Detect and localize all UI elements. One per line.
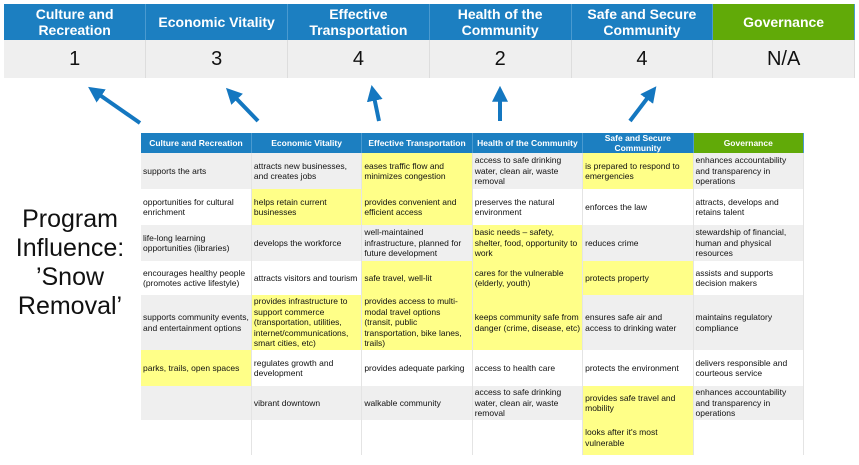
table-cell: access to safe drinking water, clean air… [472, 386, 584, 420]
table-cell: is prepared to respond to emergencies [582, 153, 694, 189]
table-cell: provides convenient and efficient access [361, 189, 473, 225]
table-cell [251, 420, 363, 455]
table-cell: cares for the vulnerable (elderly, youth… [472, 261, 584, 295]
table-cell: safe travel, well-lit [361, 261, 473, 295]
table-row: life-long learning opportunities (librar… [141, 225, 805, 261]
table-cell: stewardship of financial, human and phys… [693, 225, 805, 261]
table-cell: well-maintained infrastructure, planned … [361, 225, 473, 261]
table-cell: supports the arts [141, 153, 252, 189]
table-cell: enforces the law [582, 189, 694, 225]
table-row: opportunities for cultural enrichment hel… [141, 189, 805, 225]
table-cell: opportunities for cultural enrichment [141, 189, 252, 225]
criteria-table: Culture and Recreation Economic Vitality E… [141, 133, 805, 455]
table-cell: attracts visitors and tourism [251, 261, 363, 295]
table-cell: access to safe drinking water, clean air… [472, 153, 584, 189]
table-cell: looks after it's most vulnerable [582, 420, 694, 455]
table-cell: parks, trails, open spaces [141, 350, 252, 386]
label-line: Removal’ [17, 292, 123, 320]
label-line: ’Snow [35, 263, 105, 291]
summary-value: 4 [287, 40, 430, 78]
table-row: supports the arts attracts new businesses… [141, 153, 805, 189]
table-cell: regulates growth and development [251, 350, 363, 386]
table-cell: eases traffic flow and minimizes congest… [361, 153, 473, 189]
summary-value: 4 [571, 40, 714, 78]
summary-value: 3 [145, 40, 288, 78]
summary-value: N/A [712, 40, 855, 78]
label-line: Program [22, 205, 118, 233]
summary-header: Culture and Recreation [4, 4, 147, 40]
table-cell [361, 420, 473, 455]
table-cell: walkable community [361, 386, 473, 420]
column-header: Health of the Community [472, 133, 584, 153]
table-row: vibrant downtown walkable community access… [141, 386, 805, 420]
table-row: supports community events, and entertain… [141, 295, 805, 350]
arrow-icon [366, 84, 383, 122]
summary-value: 2 [429, 40, 572, 78]
table-cell: provides infrastructure to support comme… [251, 295, 363, 350]
table-cell: access to health care [472, 350, 584, 386]
table-cell [693, 420, 805, 455]
table-cell: protects the environment [582, 350, 694, 386]
table-cell: life-long learning opportunities (librar… [141, 225, 252, 261]
summary-table: Culture and Recreation Economic Vitality E… [4, 4, 855, 78]
table-cell: develops the workforce [251, 225, 363, 261]
table-cell: protects property [582, 261, 694, 295]
table-cell: supports community events, and entertain… [141, 295, 252, 350]
table-row: encourages healthy people (promotes acti… [141, 261, 805, 295]
table-cell: ensures safe air and access to drinking … [582, 295, 694, 350]
column-header: Safe and Secure Community [582, 133, 694, 153]
arrow-icon [628, 86, 657, 123]
table-cell: attracts new businesses, and creates job… [251, 153, 363, 189]
column-header: Effective Transportation [361, 133, 473, 153]
summary-header: Health of the Community [429, 4, 572, 40]
table-cell [141, 386, 252, 420]
table-cell: provides safe travel and mobility [582, 386, 694, 420]
table-cell: enhances accountability and transparency… [693, 386, 805, 420]
table-cell: enhances accountability and transparency… [693, 153, 805, 189]
summary-header: Safe and Secure Community [571, 4, 714, 40]
arrow-icon [226, 87, 260, 123]
table-cell: maintains regulatory compliance [693, 295, 805, 350]
table-row: parks, trails, open spaces regulates grow… [141, 350, 805, 386]
column-header: Culture and Recreation [141, 133, 252, 153]
table-cell: preserves the natural environment [472, 189, 584, 225]
summary-value: 1 [4, 40, 147, 78]
table-cell: vibrant downtown [251, 386, 363, 420]
table-cell: helps retain current businesses [251, 189, 363, 225]
program-influence-label: Program Influence: ’Snow Removal’ [0, 205, 140, 321]
arrow-icon [88, 86, 142, 125]
table-row: looks after it's most vulnerable [141, 420, 805, 455]
column-header: Economic Vitality [251, 133, 363, 153]
column-header: Governance [693, 133, 805, 153]
table-cell: encourages healthy people (promotes acti… [141, 261, 252, 295]
table-cell: keeps community safe from danger (crime,… [472, 295, 584, 350]
summary-header: Governance [712, 4, 855, 40]
table-cell: delivers responsible and courteous servi… [693, 350, 805, 386]
summary-header: Effective Transportation [287, 4, 430, 40]
table-cell [472, 420, 584, 455]
table-cell [141, 420, 252, 455]
label-line: Influence: [15, 234, 125, 262]
summary-header: Economic Vitality [145, 4, 288, 40]
table-cell: provides access to multi-modal travel op… [361, 295, 473, 350]
table-cell: assists and supports decision makers [693, 261, 805, 295]
table-cell: basic needs – safety, shelter, food, opp… [472, 225, 584, 261]
table-cell: provides adequate parking [361, 350, 473, 386]
table-cell: reduces crime [582, 225, 694, 261]
table-cell: attracts, develops and retains talent [693, 189, 805, 225]
